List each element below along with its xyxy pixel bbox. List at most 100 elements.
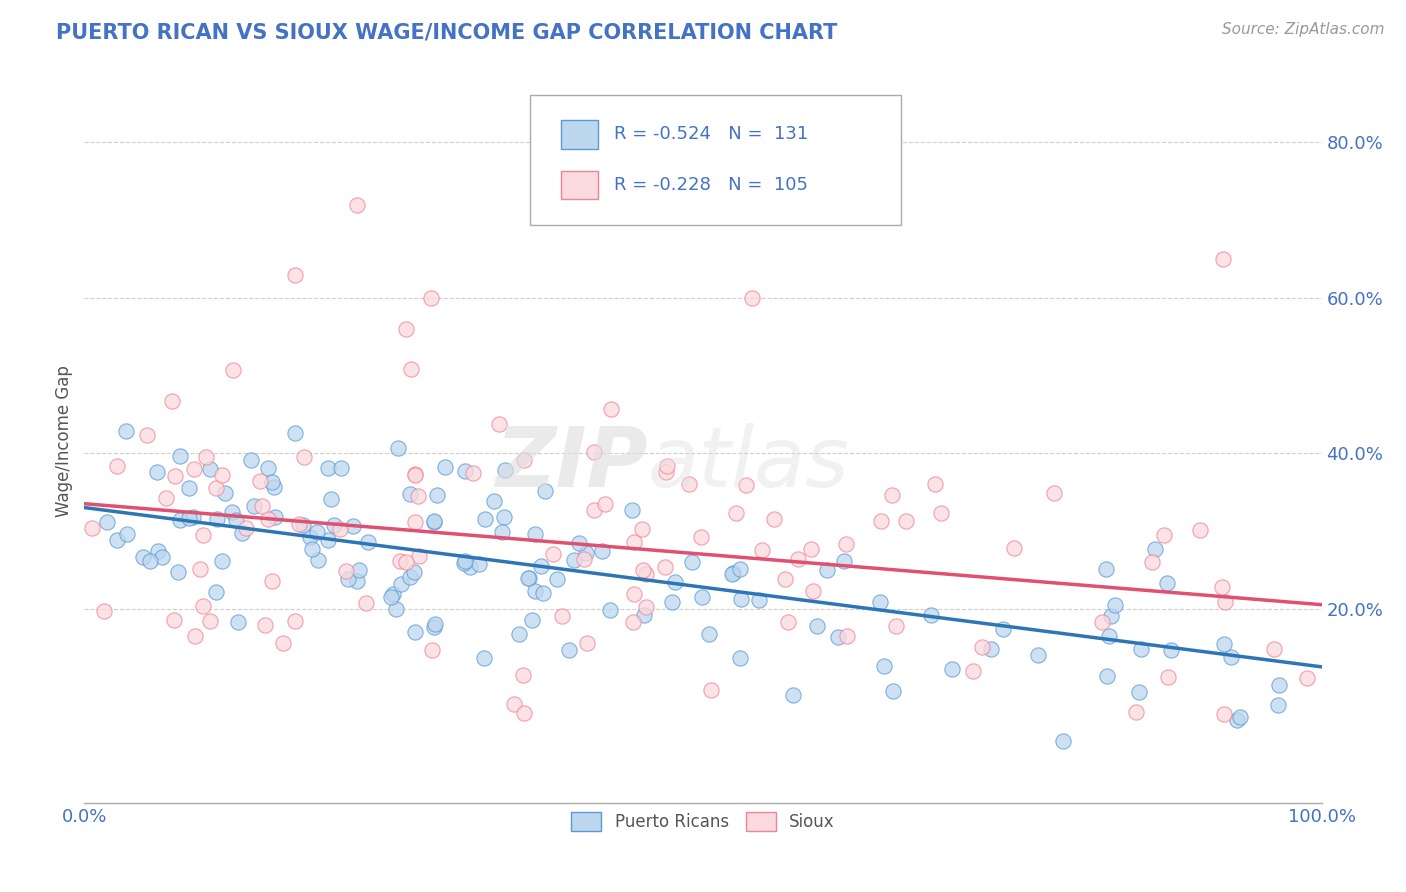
Puerto Ricans [243,500,266,514]
Sioux [1142,555,1164,569]
Puerto Ricans [806,619,828,633]
Sioux [636,600,658,615]
Puerto Ricans [508,627,530,641]
Sioux [188,562,211,576]
Bar [561,120,598,149]
Text: PUERTO RICAN VS SIOUX WAGE/INCOME GAP CORRELATION CHART: PUERTO RICAN VS SIOUX WAGE/INCOME GAP CO… [56,22,838,42]
Puerto Ricans [454,554,477,568]
Puerto Ricans [531,586,554,600]
Sioux [1002,541,1025,556]
Sioux [250,499,273,513]
Puerto Ricans [523,527,546,541]
Puerto Ricans [263,509,285,524]
Puerto Ricans [1213,637,1236,651]
Puerto Ricans [319,491,342,506]
Sioux [198,614,221,628]
Puerto Ricans [221,505,243,519]
Puerto Ricans [1267,698,1289,712]
Puerto Ricans [433,459,456,474]
Puerto Ricans [357,535,380,549]
Sioux [621,615,644,629]
Puerto Ricans [492,510,515,524]
Sioux [155,491,177,505]
Sioux [513,452,536,467]
Puerto Ricans [1143,542,1166,557]
Sioux [488,417,510,432]
Sioux [257,512,280,526]
Text: R = -0.228   N =  105: R = -0.228 N = 105 [614,176,808,194]
Puerto Ricans [381,587,404,601]
Sioux [801,584,824,599]
Puerto Ricans [472,651,495,665]
Puerto Ricans [167,565,190,579]
Puerto Ricans [534,483,557,498]
Sioux [284,614,307,628]
Puerto Ricans [873,659,896,673]
Sioux [204,481,226,495]
Sioux [636,566,658,581]
Sioux [583,444,606,458]
Sioux [191,599,214,613]
Puerto Ricans [305,525,328,540]
Sioux [404,467,426,481]
Puerto Ricans [1220,649,1243,664]
Sioux [93,605,115,619]
Puerto Ricans [568,535,591,549]
Puerto Ricans [1052,734,1074,748]
Sioux [778,615,800,629]
Puerto Ricans [633,608,655,623]
Puerto Ricans [815,563,838,577]
Puerto Ricans [423,620,446,634]
Text: R = -0.524   N =  131: R = -0.524 N = 131 [614,126,808,144]
Sioux [284,268,307,282]
Sioux [512,706,534,721]
Puerto Ricans [730,592,752,607]
Sioux [962,664,984,678]
Sioux [420,643,443,657]
Puerto Ricans [681,555,703,569]
Bar [561,170,598,200]
Sioux [1153,527,1175,541]
Puerto Ricans [482,493,505,508]
Sioux [762,512,785,526]
Puerto Ricans [491,525,513,540]
Sioux [1215,595,1237,609]
Sioux [678,477,700,491]
Sioux [346,197,368,211]
Puerto Ricans [263,480,285,494]
Puerto Ricans [1026,648,1049,662]
Puerto Ricans [546,572,568,586]
Puerto Ricans [117,527,139,541]
Sioux [260,574,283,588]
Sioux [623,587,645,601]
Puerto Ricans [148,543,170,558]
Sioux [735,477,758,491]
FancyBboxPatch shape [530,95,901,225]
Puerto Ricans [1226,714,1249,728]
Sioux [870,514,893,528]
Sioux [512,667,534,681]
Puerto Ricans [728,650,751,665]
Sioux [689,530,711,544]
Legend: Puerto Ricans, Sioux: Puerto Ricans, Sioux [565,805,841,838]
Sioux [408,549,430,563]
Puerto Ricans [1128,684,1150,698]
Sioux [1296,671,1319,685]
Sioux [395,556,418,570]
Sioux [724,506,747,520]
Sioux [631,523,654,537]
Puerto Ricans [399,570,422,584]
Puerto Ricans [575,546,598,560]
Sioux [165,469,187,483]
Puerto Ricans [342,519,364,533]
Puerto Ricans [1130,641,1153,656]
Sioux [1212,252,1234,266]
Puerto Ricans [347,563,370,577]
Puerto Ricans [869,594,891,608]
Puerto Ricans [139,554,162,568]
Puerto Ricans [458,559,481,574]
Puerto Ricans [690,590,713,604]
Sioux [80,521,103,535]
Sioux [254,618,277,632]
Sioux [654,465,676,479]
